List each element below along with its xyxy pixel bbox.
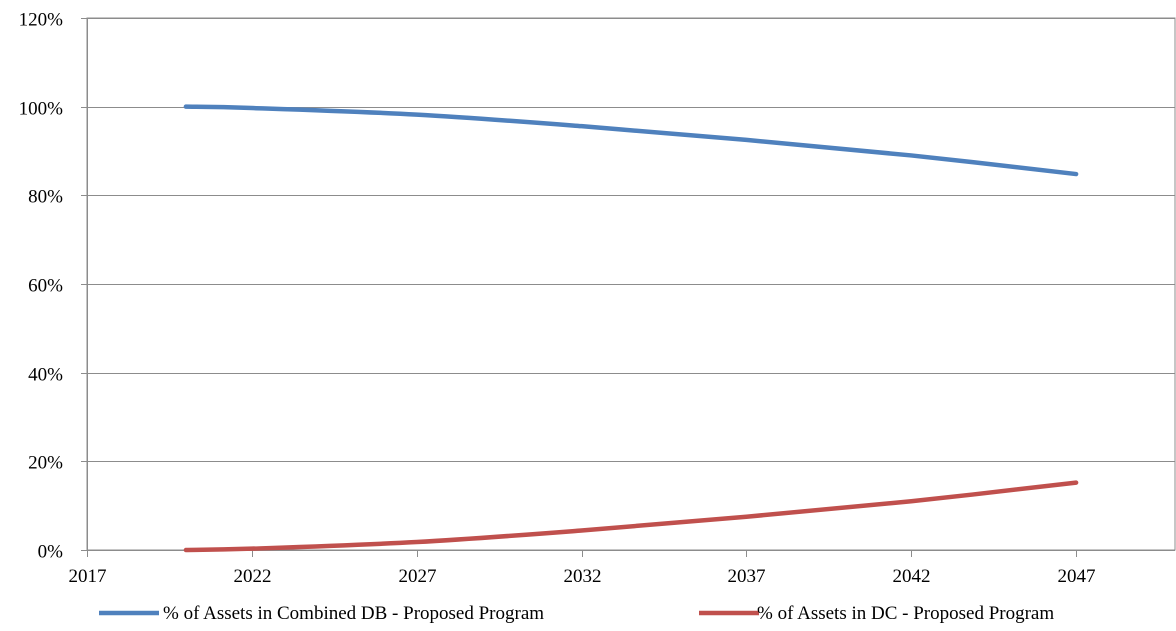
x-tick-label: 2047 (1058, 566, 1096, 587)
y-tick-label: 100% (19, 99, 64, 120)
series-lines (183, 104, 1079, 553)
series-line-1 (183, 104, 1079, 177)
legend-label: % of Assets in DC - Proposed Program (757, 603, 1054, 624)
y-axis-tick-labels: 0% 20% 40% 60% 80% 100% 120% (19, 10, 64, 563)
y-tick-label: 120% (19, 10, 64, 31)
x-tick-label: 2017 (69, 566, 107, 587)
legend-label: % of Assets in Combined DB - Proposed Pr… (163, 603, 544, 624)
series-line-2 (183, 480, 1079, 553)
x-tick-label: 2037 (728, 566, 766, 587)
y-tick-label: 60% (28, 276, 63, 297)
x-tick-label: 2032 (564, 566, 602, 587)
x-tick-label: 2022 (234, 566, 272, 587)
x-tick-label: 2042 (893, 566, 931, 587)
y-tick-label: 80% (28, 187, 63, 208)
legend: % of Assets in Combined DB - Proposed Pr… (99, 603, 1054, 624)
axes (81, 18, 1175, 557)
y-tick-label: 20% (28, 453, 63, 474)
y-tick-label: 0% (38, 542, 64, 563)
x-tick-label: 2027 (399, 566, 437, 587)
y-tick-label: 40% (28, 365, 63, 386)
x-axis-tick-labels: 2017 2022 2027 2032 2037 2042 2047 (69, 566, 1096, 587)
